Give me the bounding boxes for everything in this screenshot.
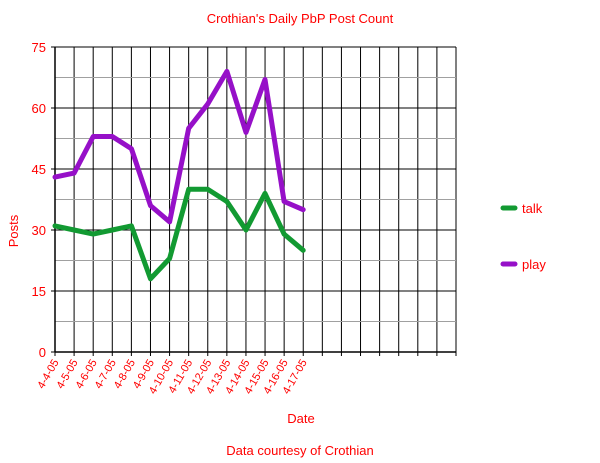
- series-line-play: [52, 68, 306, 225]
- legend-label-talk: talk: [522, 201, 543, 216]
- x-tick-labels: 4-4-054-5-054-6-054-7-054-8-054-9-054-10…: [35, 358, 310, 397]
- y-tick-label: 60: [32, 101, 46, 116]
- data-credit: Data courtesy of Crothian: [226, 443, 373, 458]
- chart-title: Crothian's Daily PbP Post Count: [207, 11, 394, 26]
- grid: [51, 46, 457, 356]
- y-axis-label: Posts: [6, 214, 21, 247]
- series-line-talk: [52, 186, 306, 282]
- y-tick-label: 15: [32, 284, 46, 299]
- legend: talk play: [500, 201, 546, 272]
- x-axis-label: Date: [287, 411, 314, 426]
- legend-label-play: play: [522, 257, 546, 272]
- y-tick-label: 30: [32, 223, 46, 238]
- series-lines: [52, 68, 306, 282]
- y-tick-label: 0: [39, 345, 46, 360]
- y-tick-label: 75: [32, 40, 46, 55]
- y-tick-labels: 0 15 30 45 60 75: [32, 40, 46, 360]
- axes: [54, 47, 456, 353]
- y-tick-label: 45: [32, 162, 46, 177]
